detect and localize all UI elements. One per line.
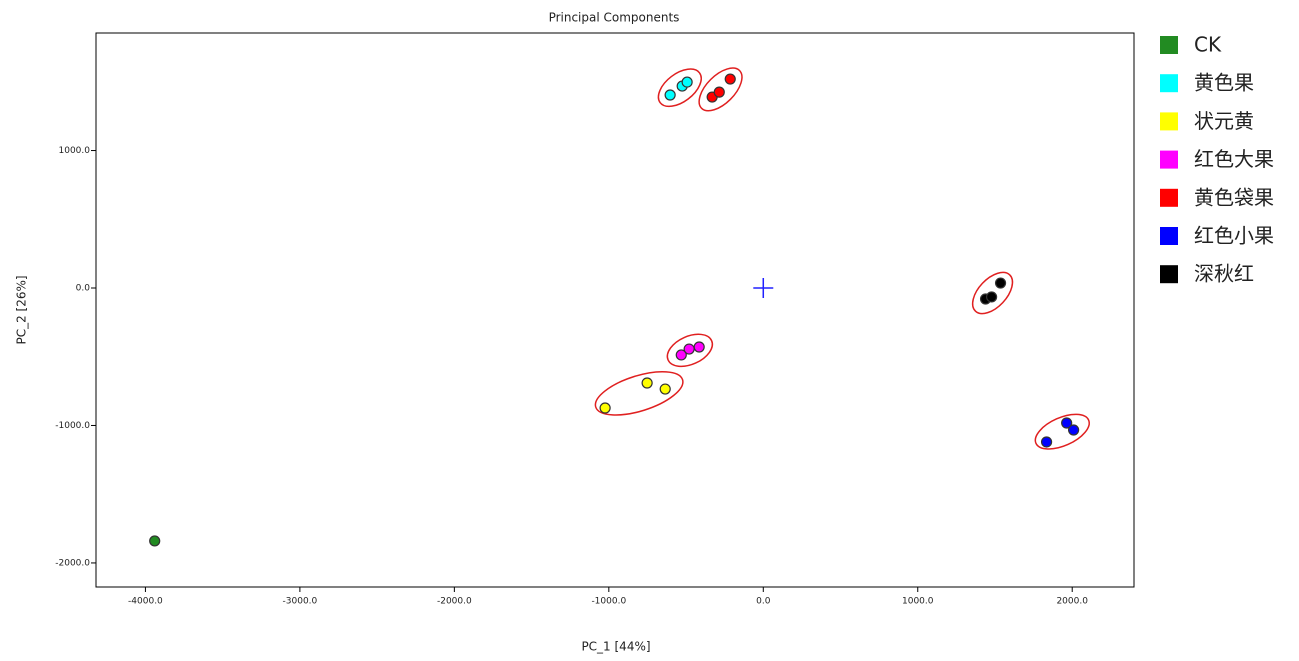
x-tick-label: 1000.0 bbox=[902, 597, 934, 607]
cluster-ellipse bbox=[594, 370, 684, 416]
y-tick-label: -2000.0 bbox=[55, 558, 90, 568]
x-axis-label: PC_1 [44%] bbox=[581, 640, 650, 654]
legend-swatch bbox=[1160, 265, 1178, 284]
legend-swatch bbox=[1160, 150, 1178, 169]
point bbox=[641, 377, 653, 389]
y-axis-label: PC_2 [26%] bbox=[15, 275, 29, 344]
cluster-ellipse bbox=[666, 333, 714, 368]
legend-label: CK bbox=[1194, 33, 1222, 57]
legend-label: 红色小果 bbox=[1194, 224, 1274, 248]
point bbox=[664, 89, 676, 101]
x-tick-label: 2000.0 bbox=[1056, 597, 1088, 607]
legend-label: 红色大果 bbox=[1194, 147, 1274, 171]
plot-frame bbox=[95, 32, 1135, 588]
point bbox=[1040, 436, 1053, 448]
legend-swatch bbox=[1160, 74, 1178, 93]
point bbox=[713, 86, 725, 98]
point bbox=[675, 349, 687, 361]
legend-label: 状元黄 bbox=[1194, 109, 1254, 133]
y-tick-label: 1000.0 bbox=[59, 146, 91, 156]
point bbox=[683, 343, 695, 355]
x-tick-label: -3000.0 bbox=[283, 597, 318, 607]
point bbox=[994, 277, 1007, 289]
legend-swatch bbox=[1160, 36, 1178, 54]
legend-swatch bbox=[1160, 227, 1178, 245]
cluster-ellipse bbox=[971, 271, 1014, 315]
legend-swatch bbox=[1160, 112, 1178, 131]
legend-label: 黄色袋果 bbox=[1194, 185, 1274, 209]
point bbox=[693, 341, 705, 353]
point bbox=[659, 383, 671, 395]
x-tick-label: -4000.0 bbox=[128, 597, 163, 607]
point bbox=[599, 402, 611, 414]
legend-swatch bbox=[1160, 188, 1178, 207]
x-tick-label: 0.0 bbox=[756, 597, 771, 607]
x-tick-label: -2000.0 bbox=[437, 597, 472, 607]
point bbox=[985, 291, 998, 303]
cluster-ellipse bbox=[698, 67, 743, 112]
cluster-ellipse bbox=[657, 68, 702, 108]
point bbox=[724, 73, 736, 85]
origin-marker bbox=[753, 278, 774, 299]
x-tick-label: -1000.0 bbox=[591, 597, 626, 607]
y-tick-label: -1000.0 bbox=[55, 421, 90, 431]
y-tick-label: 0.0 bbox=[76, 284, 91, 294]
point bbox=[1061, 417, 1073, 429]
cluster-ellipse bbox=[1034, 413, 1090, 450]
point bbox=[681, 76, 693, 88]
chart-title: Principal Components bbox=[549, 11, 680, 25]
point bbox=[149, 535, 161, 547]
point bbox=[1068, 424, 1080, 436]
legend-label: 黄色果 bbox=[1194, 71, 1254, 95]
legend-label: 深秋红 bbox=[1194, 262, 1254, 286]
